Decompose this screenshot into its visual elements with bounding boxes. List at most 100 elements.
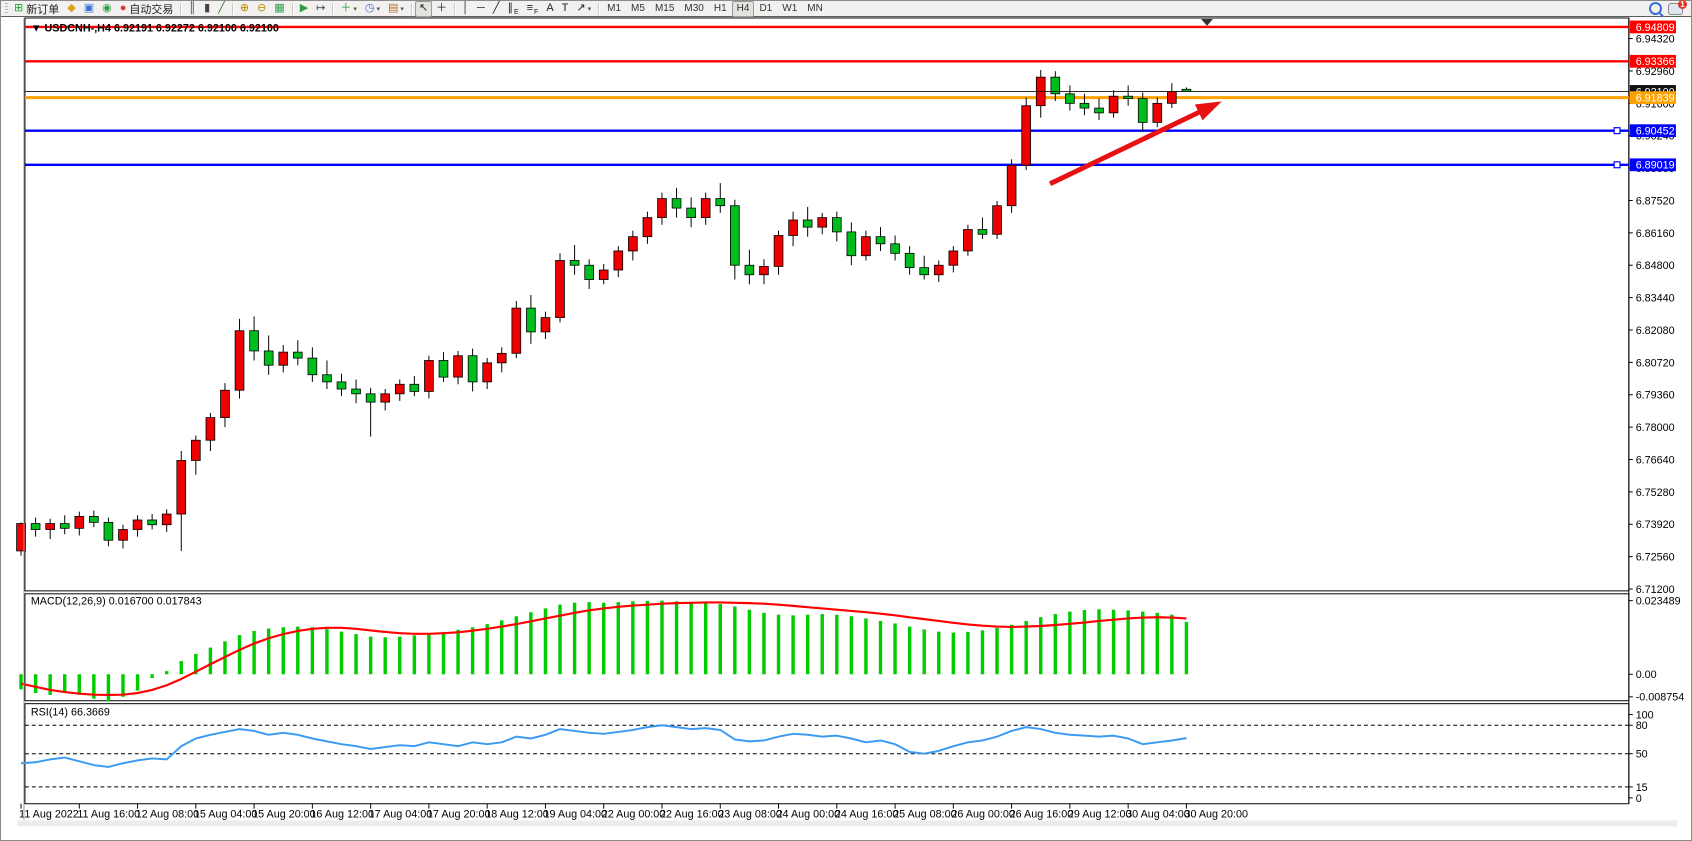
auto-scroll-button[interactable]: ▶ [296,1,312,17]
line-chart-button[interactable]: ╱ [214,1,229,17]
timeframe-mn-button[interactable]: MN [807,3,823,14]
notifications-icon[interactable]: 1 [1668,0,1687,15]
candle-body [351,388,361,395]
candlestick-button[interactable]: ▮ [200,1,214,17]
crosshair-button[interactable]: ＋ [432,1,451,17]
candle [817,212,828,235]
chart-shift-marker[interactable] [1201,18,1213,26]
timeframe-d1-button[interactable]: D1 [759,3,773,14]
timeframe-h4-button[interactable]: H4 [731,0,755,17]
indicators-button[interactable]: ＋ ▾ [336,1,361,17]
candle-body [569,260,580,266]
cursor-button[interactable]: ↖ [414,0,433,17]
candle-body [191,439,201,461]
time-tick-label: 26 Aug 00:00 [951,808,1015,820]
time-tick-label: 30 Aug 20:00 [1184,808,1248,820]
text-label-icon: T [561,2,569,14]
templates-button[interactable]: ▤ ▾ [384,1,408,17]
horizontal-line-button[interactable]: ─ [473,1,489,17]
price-axis[interactable]: 6.943206.929606.916006.902406.888806.875… [1628,34,1675,596]
arrows-button[interactable]: ↗ ▾ [572,1,595,17]
chart-area[interactable]: 6.943206.929606.916006.902406.888806.875… [1,17,1692,841]
candle-body [1050,76,1061,95]
time-tick-label: 11 Aug 16:00 [77,808,140,820]
chevron-down-icon[interactable]: ▾ [587,5,592,13]
macd-axis-label: -0.008754 [1636,692,1685,704]
chart-canvas[interactable]: 6.943206.929606.916006.902406.888806.875… [1,17,1692,841]
zoom-in-icon: ⊕ [239,2,250,14]
crosshair-icon: ＋ [436,2,448,14]
candle [176,450,187,551]
chevron-down-icon[interactable]: ▾ [353,5,357,13]
text-button[interactable]: A [542,1,557,17]
tool-subscript: F [534,8,539,16]
tile-windows-button[interactable]: ▦ [270,1,288,17]
price-tick-label: 6.72560 [1636,552,1675,564]
candle [642,211,653,244]
candle-body [16,523,26,552]
candle-body [1094,107,1104,114]
chevron-down-icon[interactable]: ▾ [376,5,381,13]
vertical-line-button[interactable]: │ [458,1,473,17]
candlestick-icon: ▮ [204,2,211,14]
candle-body [220,389,230,419]
line-handle[interactable] [1613,161,1621,169]
line-handle[interactable] [1613,127,1621,135]
candle-body [147,519,157,526]
candle-body [394,383,405,395]
candle-body [176,460,187,515]
new-order-button[interactable]: ⊞ 新订单 [10,1,63,17]
timeframe-w1-button[interactable]: W1 [782,3,798,14]
candle [613,246,624,278]
candle-body [74,516,85,529]
trendline-button[interactable]: ╱ [489,1,504,17]
candle [103,517,114,547]
timeframe-m30-button[interactable]: M30 [684,3,704,14]
candle [1108,90,1119,118]
periods-button[interactable]: ◷ ▾ [361,1,384,17]
candle [569,244,580,275]
price-tick-label: 6.92960 [1636,66,1675,78]
bar-chart-button[interactable]: ║ [184,1,200,17]
candle [205,412,216,451]
candle-body [861,236,871,257]
candle-body [1021,105,1031,166]
trend-arrow-head[interactable] [1194,101,1222,121]
price-tick-label: 6.80720 [1636,357,1675,369]
terminal-icon[interactable]: ▣ [80,1,98,17]
trend-arrow[interactable] [1049,108,1204,186]
candle-body [715,198,726,207]
price-tick-label: 6.87520 [1636,195,1675,207]
candle-body [453,355,463,378]
macd-panel[interactable] [24,593,1630,702]
macd-label: MACD(12,26,9) 0.016700 0.017843 [31,596,202,608]
candle [875,227,886,251]
text-label-button[interactable]: T [558,1,573,17]
fibonacci-icon: ≡ [526,2,534,14]
market-icon[interactable]: ◆ [63,1,79,17]
auto-trading-button[interactable]: ● 自动交易 [116,1,178,17]
candle-body [438,360,449,378]
timeframe-h1-button[interactable]: H1 [713,3,727,14]
chart-shift-button[interactable]: ↦ [312,1,329,17]
channel-button[interactable]: ∥ E [503,1,522,17]
candle-body [628,236,638,252]
candle [802,206,813,237]
signals-icon-icon: ◉ [102,2,112,14]
candle-body [642,217,653,238]
zoom-in-button[interactable]: ⊕ [236,1,253,17]
candle-body [89,516,99,523]
price-tick-label: 6.71200 [1636,584,1675,596]
timeframe-m1-button[interactable]: M1 [607,3,622,14]
search-icon[interactable] [1649,2,1662,15]
timeframe-m5-button[interactable]: M5 [631,3,645,14]
zoom-out-button[interactable]: ⊖ [253,1,270,17]
fibonacci-button[interactable]: ≡ F [523,1,543,17]
chevron-down-icon[interactable]: ▾ [400,5,404,13]
rsi-panel[interactable] [24,703,1630,805]
signals-icon[interactable]: ◉ [98,1,116,17]
timeframe-m15-button[interactable]: M15 [654,3,675,14]
candle [1065,85,1075,111]
main-panel[interactable] [24,17,1630,592]
